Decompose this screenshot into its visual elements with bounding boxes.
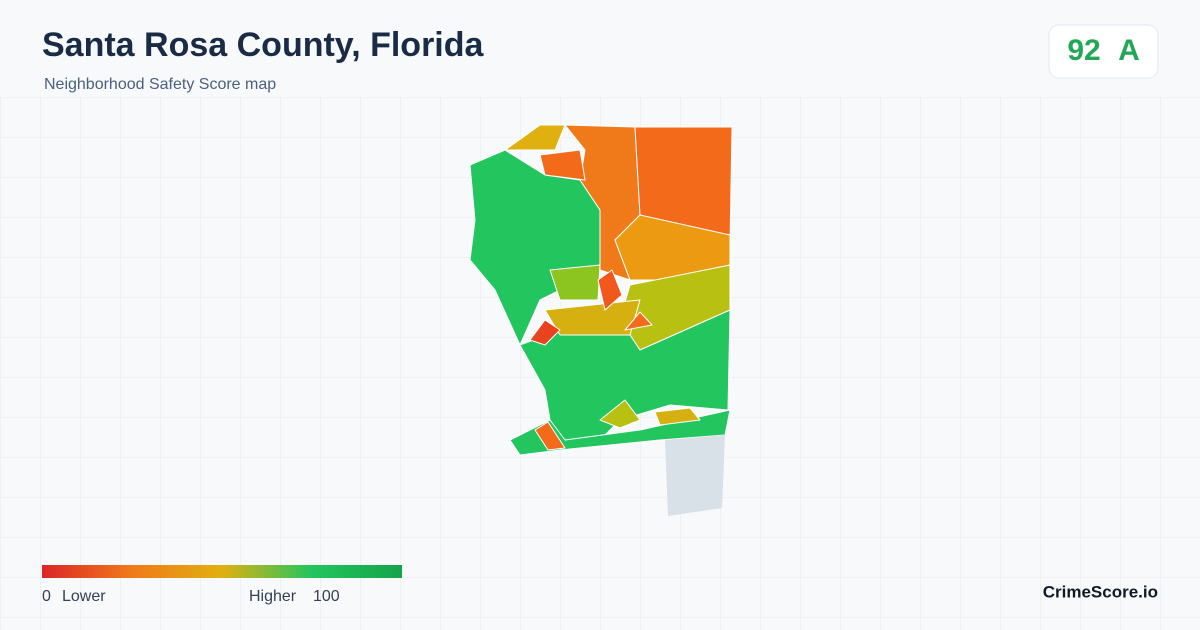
legend-max: 100 [313, 588, 340, 605]
water-area [665, 435, 725, 516]
region [597, 269, 623, 311]
score-box [1048, 24, 1159, 79]
region [534, 421, 566, 451]
legend-bar [42, 565, 402, 578]
legend-max-label: Higher [249, 588, 297, 605]
score-grade: A [1118, 34, 1140, 67]
region [529, 319, 561, 346]
region [624, 311, 653, 331]
brand: CrimeScore.io [1043, 582, 1158, 601]
region [654, 407, 701, 426]
title: Santa Rosa County, Florida [42, 26, 485, 64]
region [549, 264, 601, 301]
map [469, 124, 733, 516]
subtitle: Neighborhood Safety Score map [44, 76, 276, 93]
region [509, 409, 731, 456]
legend-min: 0 [42, 588, 51, 605]
region [539, 149, 586, 181]
score-value: 92 [1067, 34, 1100, 67]
legend-min-label: Lower [62, 588, 106, 605]
region [599, 399, 641, 429]
